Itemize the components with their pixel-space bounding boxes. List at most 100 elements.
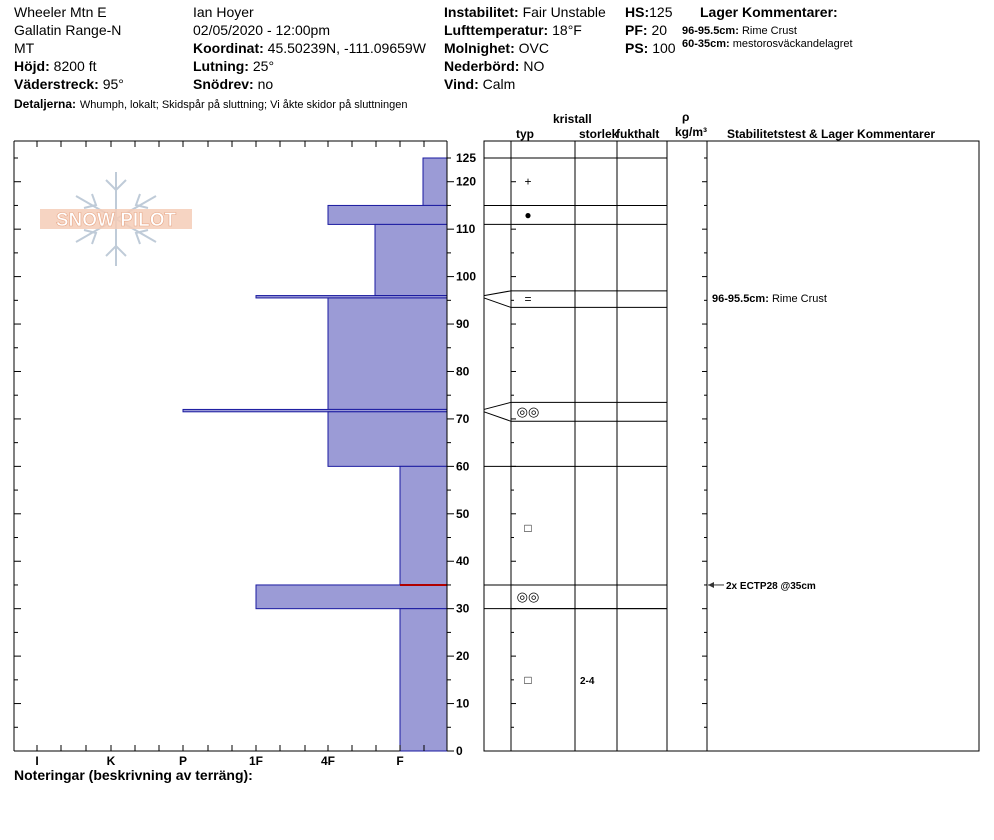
aspect-value: 95°: [102, 76, 124, 92]
wind-loading: Snödrev: no: [193, 76, 273, 92]
hardness-tick-label: 4F: [321, 754, 335, 768]
layer-connector-line: [483, 401, 512, 410]
depth-tick-label: 90: [456, 317, 470, 331]
grain-type-symbol: +: [524, 175, 531, 189]
penetration-ski: PS: 100: [625, 40, 676, 56]
wind: Vind: Calm: [444, 76, 515, 92]
grain-type-symbol: ●: [524, 208, 531, 222]
penetration-foot: PF: 20: [625, 22, 667, 38]
hardness-tick-label: P: [179, 754, 187, 768]
depth-tick-label: 120: [456, 175, 476, 189]
depth-tick-label: 60: [456, 459, 470, 473]
slope-value: 25°: [252, 58, 275, 74]
layer-connector-line: [483, 297, 512, 308]
layer-comment-text: Rime Crust: [772, 293, 827, 305]
layer-comment-2-text: mestorosväckandelagret: [732, 38, 853, 50]
precip-label: Nederbörd:: [444, 58, 520, 74]
stability-test-arrowhead: [708, 581, 714, 588]
hardness-layer-bar: [327, 411, 448, 467]
notes-label: Noteringar (beskrivning av terräng):: [14, 767, 253, 783]
density-unit-header: kg/m³: [675, 125, 708, 139]
air-temp-label: Lufttemperatur:: [444, 22, 549, 38]
depth-tick-label: 100: [456, 270, 476, 284]
grain-type-symbol: □: [524, 521, 531, 535]
location-name: Wheeler Mtn E: [14, 4, 107, 20]
details-label: Detaljerna:: [14, 97, 77, 111]
aspect-label: Väderstreck:: [14, 76, 99, 92]
stability-value: Fair Unstable: [522, 4, 606, 20]
grain-type-symbol: ◎◎: [517, 404, 540, 419]
coordinates-label: Koordinat:: [193, 40, 264, 56]
layer-connector-line: [483, 411, 512, 422]
stability-label: Instabilitet:: [444, 4, 519, 20]
observer-name: Ian Hoyer: [193, 4, 254, 20]
hardness-layer-bar: [255, 584, 448, 610]
layer-comment-depth: 96-95.5cm:: [712, 293, 772, 305]
layer-comment-1-depth: 96-95.5cm:: [682, 25, 739, 37]
hardness-layer-bar: [399, 465, 448, 586]
depth-tick-label: 10: [456, 697, 470, 711]
sky-label: Molnighet:: [444, 40, 515, 56]
depth-tick-label: 30: [456, 602, 470, 616]
hardness-layer-bar: [327, 297, 448, 410]
depth-tick-label: 50: [456, 507, 470, 521]
range-name: Gallatin Range-N: [14, 22, 122, 38]
slope-label: Lutning:: [193, 58, 249, 74]
precip-value: NO: [523, 58, 545, 74]
details-value: Whumph, lokalt; Skidspår på sluttning; V…: [79, 99, 408, 111]
pf-value: 20: [651, 22, 668, 38]
wind-loading-value: no: [257, 76, 274, 92]
hardness-layer-bar: [374, 223, 448, 297]
coordinates: Koordinat: 45.50239N, -111.09659W: [193, 40, 426, 56]
hardness-layer-bar: [422, 157, 448, 206]
depth-tick-label: 80: [456, 364, 470, 378]
sky-cover: Molnighet: OVC: [444, 40, 549, 56]
precipitation: Nederbörd: NO: [444, 58, 544, 74]
grain-type-symbol: ◎◎: [517, 589, 540, 604]
grain-type-symbol: =: [524, 292, 531, 306]
air-temperature: Lufttemperatur: 18°F: [444, 22, 582, 38]
rho-header: ρ: [682, 110, 690, 124]
air-temp-value: 18°F: [552, 22, 582, 38]
grain-type-symbol: □: [524, 673, 531, 687]
depth-tick-label: 40: [456, 554, 470, 568]
aspect: Väderstreck: 95°: [14, 76, 124, 92]
layer-comment-2-depth: 60-35cm:: [682, 38, 730, 50]
state-name: MT: [14, 40, 35, 56]
layer-table-frame: [483, 140, 980, 752]
depth-tick-label: 110: [456, 222, 476, 236]
depth-tick-label: 70: [456, 412, 470, 426]
depth-tick-label: 125: [456, 151, 476, 165]
ps-label: PS:: [625, 40, 649, 56]
observation-datetime: 02/05/2020 - 12:00pm: [193, 22, 330, 38]
wind-loading-label: Snödrev:: [193, 76, 254, 92]
layer-comment-1-text: Rime Crust: [741, 25, 797, 37]
crystal-header: kristall: [553, 112, 592, 126]
size-header: storlek: [579, 127, 617, 141]
layer-comments-title: Lager Kommentarer:: [700, 4, 838, 20]
elevation: Höjd: 8200 ft: [14, 58, 96, 74]
layer-connector-line: [483, 290, 512, 297]
type-header: typ: [516, 127, 534, 141]
hs-label: HS:: [625, 4, 650, 20]
wind-value: Calm: [482, 76, 516, 92]
hardness-tick-label: 1F: [249, 754, 263, 768]
stability: Instabilitet: Fair Unstable: [444, 4, 606, 20]
layer-comment-2: 60-35cm: mestorosväckandelagret: [682, 36, 853, 52]
sky-value: OVC: [518, 40, 549, 56]
layer-comment-1: 96-95.5cm: Rime Crust: [682, 23, 797, 39]
hs-value: 125: [649, 4, 673, 20]
hardness-layer-bar: [399, 608, 448, 752]
stability-column-header: Stabilitetstest & Lager Kommentarer: [727, 127, 936, 141]
depth-tick-label: 0: [456, 744, 463, 758]
hardness-layer-bar: [327, 204, 448, 225]
stability-test-result: 2x ECTP28 @35cm: [726, 581, 816, 592]
wind-label: Vind:: [444, 76, 479, 92]
hardness-tick-label: I: [35, 754, 38, 768]
elevation-value: 8200 ft: [53, 58, 97, 74]
snow-height: HS:125: [625, 4, 672, 20]
hardness-tick-label: K: [107, 754, 116, 768]
layer-comment: 96-95.5cm: Rime Crust: [712, 293, 827, 305]
details: Detaljerna: Whumph, lokalt; Skidspår på …: [14, 95, 407, 113]
